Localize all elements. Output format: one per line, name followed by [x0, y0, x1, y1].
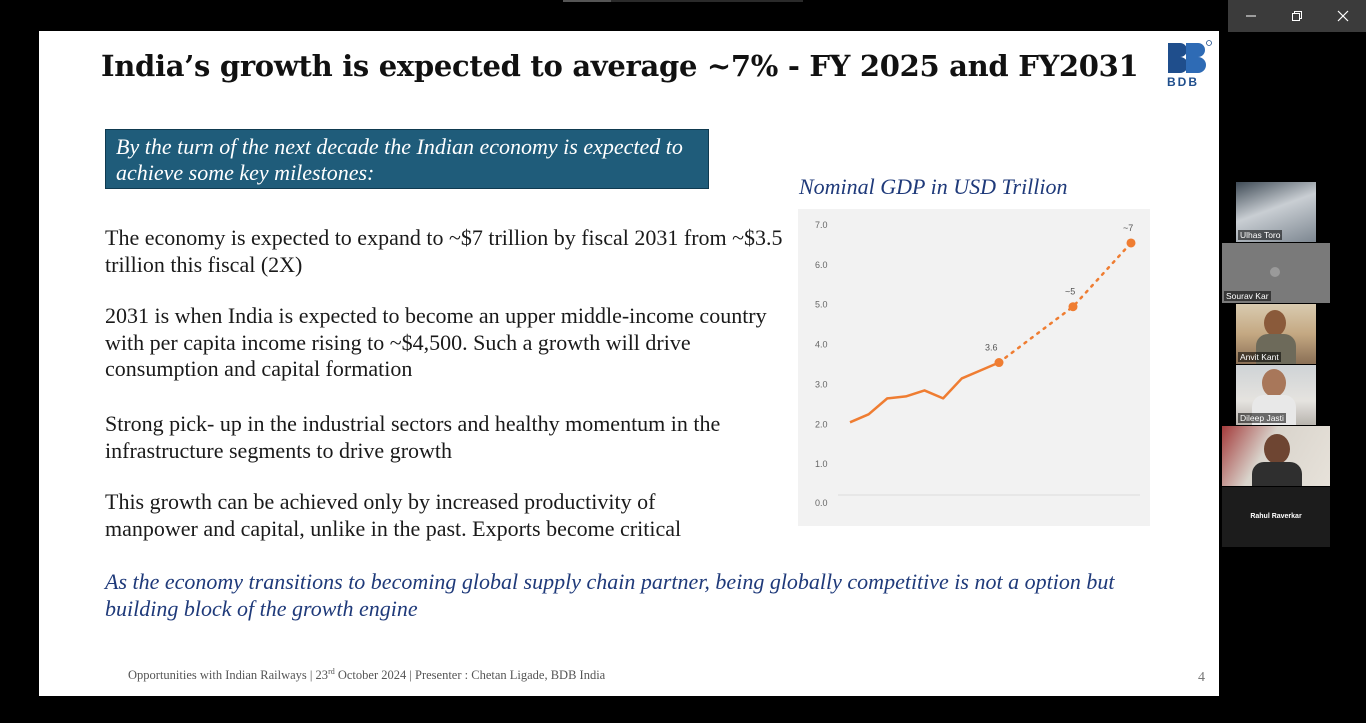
bdb-logo: BDB [1164, 37, 1214, 89]
bullet-economy: The economy is expected to expand to ~$7… [105, 225, 783, 277]
avatar [1264, 310, 1286, 336]
avatar [1264, 434, 1290, 464]
data-label: 3.6 [985, 343, 998, 353]
participant-name: Rahul Raverkar [1250, 513, 1302, 520]
bullet-industrial: Strong pick- up in the industrial sector… [105, 411, 721, 463]
avatar [1262, 369, 1286, 397]
participant-tile[interactable]: Rahul Raverkar [1222, 487, 1330, 547]
bullet-per-capita: 2031 is when India is expected to become… [105, 303, 767, 381]
participant-name: Sourav Kar [1224, 291, 1271, 301]
participant-tile[interactable] [1222, 426, 1330, 486]
participant-tile[interactable]: Dileep Jasti [1236, 365, 1316, 425]
data-point [1126, 238, 1136, 248]
series-line-actual [849, 361, 1000, 424]
y-tick-label: 4.0 [815, 340, 828, 350]
presentation-slide: India’s growth is expected to average ~7… [39, 31, 1219, 696]
avatar [1270, 267, 1280, 277]
participant-tile[interactable]: Ulhas Toro [1236, 182, 1316, 242]
slide-footer: Opportunities with Indian Railways | 23r… [128, 667, 605, 683]
slide-title: India’s growth is expected to average ~7… [101, 49, 1139, 83]
footer-text-1: Opportunities with Indian Railways | 23 [128, 668, 329, 683]
milestones-callout: By the turn of the next decade the India… [105, 129, 709, 189]
y-tick-label: 5.0 [815, 300, 828, 310]
y-tick-label: 7.0 [815, 220, 828, 230]
data-label: ~7 [1123, 223, 1133, 233]
gdp-chart: 0.0 1.0 2.0 3.0 4.0 5.0 6.0 7.0 3.6 ~5 ~7 [798, 209, 1150, 526]
y-tick-label: 2.0 [815, 419, 828, 429]
participant-name: Dileep Jasti [1238, 413, 1286, 423]
close-icon[interactable] [1320, 0, 1366, 32]
data-label: ~5 [1065, 287, 1075, 297]
minimize-icon[interactable] [1228, 0, 1274, 32]
data-point [994, 358, 1004, 368]
data-point [1068, 302, 1078, 312]
footer-text-2: October 2024 | Presenter : Chetan Ligade… [334, 668, 606, 683]
series-line-projection [997, 241, 1133, 364]
participant-tile[interactable]: Anvit Kant [1236, 304, 1316, 364]
y-tick-label: 1.0 [815, 459, 828, 469]
avatar-body [1252, 462, 1302, 486]
participant-name: Ulhas Toro [1238, 230, 1283, 240]
footer-sup: rd [328, 667, 335, 676]
chart-title: Nominal GDP in USD Trillion [799, 174, 1068, 199]
window-controls [1228, 0, 1366, 32]
y-tick-label: 6.0 [815, 260, 828, 270]
participant-tile[interactable]: Sourav Kar [1222, 243, 1330, 303]
closing-statement: As the economy transitions to becoming g… [105, 569, 1115, 621]
participant-name: Anvit Kant [1238, 352, 1281, 362]
y-tick-label: 3.0 [815, 379, 828, 389]
y-tick-label: 0.0 [815, 498, 828, 508]
bullet-productivity: This growth can be achieved only by incr… [105, 489, 682, 541]
page-number: 4 [1198, 670, 1205, 685]
gdp-chart-svg: 0.0 1.0 2.0 3.0 4.0 5.0 6.0 7.0 3.6 ~5 ~7 [815, 220, 1140, 508]
logo-text: BDB [1167, 75, 1199, 89]
titlebar-strip [563, 0, 803, 2]
restore-icon[interactable] [1274, 0, 1320, 32]
